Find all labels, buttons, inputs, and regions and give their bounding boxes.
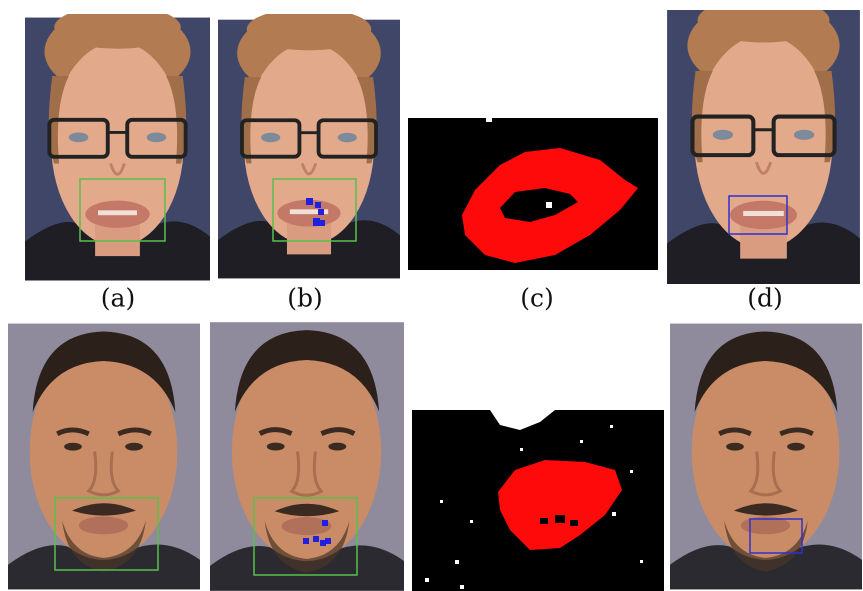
panel-label: (c) <box>520 284 554 313</box>
panel-label: (a) <box>101 284 135 313</box>
photo <box>210 322 404 591</box>
noise <box>486 118 492 122</box>
noise <box>546 202 552 208</box>
photo <box>8 324 200 590</box>
figure: (a) (b) (c) (d) <box>0 0 863 591</box>
panel-label: (b) <box>287 284 323 313</box>
photo <box>218 8 400 278</box>
panel-label: (d) <box>747 284 783 313</box>
photo <box>670 324 862 590</box>
photo <box>667 0 860 284</box>
photo <box>25 6 210 281</box>
